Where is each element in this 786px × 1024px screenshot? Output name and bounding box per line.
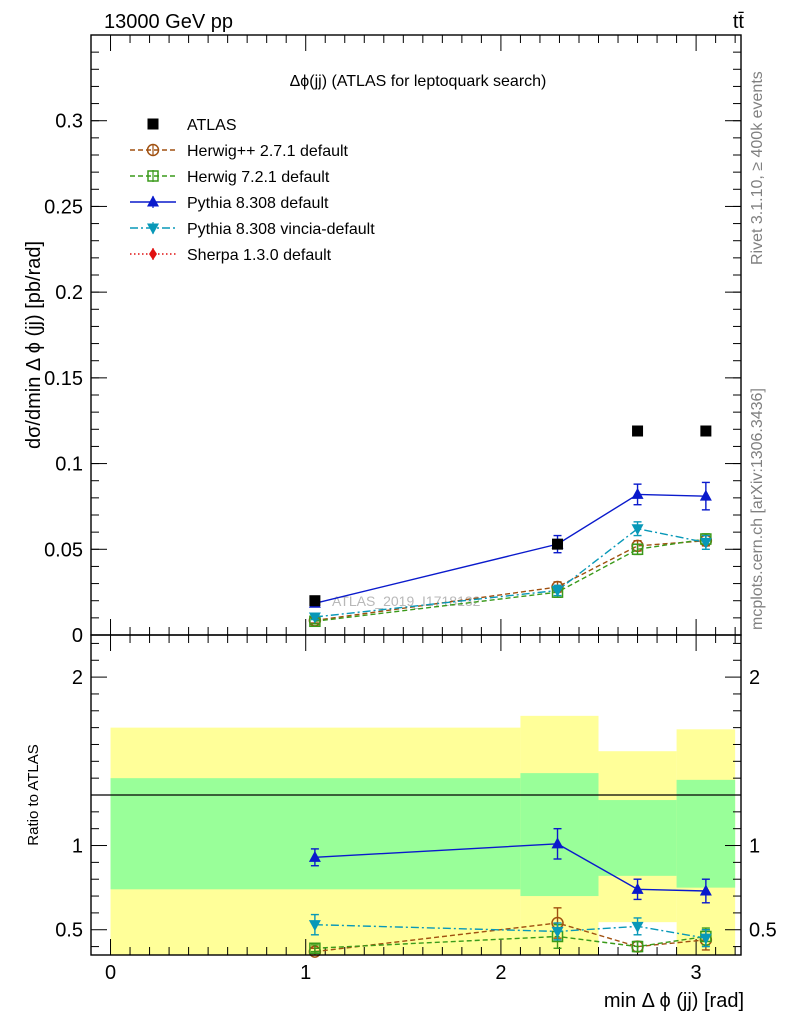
main-ytick-label: 0.15: [44, 368, 83, 390]
main-pythia-8-308-default-point: [631, 487, 644, 499]
xtick-label: 2: [495, 962, 506, 984]
legend-marker: [147, 223, 159, 235]
ratio-plot-frame: [90, 634, 742, 956]
main-atlas-point: [309, 595, 321, 607]
main-pythia-8-308-vincia-default-point: [699, 537, 712, 549]
ratio-herwig-7-2-1-default-point: [309, 942, 321, 955]
legend-label: Herwig 7.2.1 default: [187, 169, 330, 186]
main-pythia-8-308-default-point: [699, 489, 712, 501]
ratio-pythia-8-308-vincia-default-point: [308, 920, 321, 932]
green-band-2: [598, 800, 677, 876]
xtick-label: 3: [691, 962, 702, 984]
ratio-ytick-label-right: 1: [749, 836, 760, 858]
main-atlas-point: [700, 425, 712, 437]
xtick-label: 1: [300, 962, 311, 984]
watermark: ATLAS_2019_I1718132: [332, 593, 481, 609]
green-band-0: [110, 778, 521, 890]
ratio-ytick-label-right: 0.5: [749, 920, 777, 942]
main-pythia-8-308-vincia-default-point: [308, 612, 321, 624]
legend: ATLAS Herwig++ 2.7.1 default Herwig 7.2.1 …: [130, 117, 375, 264]
legend-marker: [147, 170, 159, 182]
ratio-herwig-7-2-1-default-line: [314, 935, 706, 949]
legend-label: Herwig++ 2.7.1 default: [187, 143, 349, 160]
main-herwig-7-2-1-default-point: [631, 543, 644, 556]
main-ytick-label: 0.2: [55, 282, 83, 304]
main-ytick-label: 0.3: [55, 111, 83, 133]
legend-marker: [147, 118, 159, 130]
legend-entry-atlas: ATLAS: [147, 117, 237, 134]
energy-label: 13000 GeV pp: [104, 11, 233, 33]
legend-entry-pythia-8-308-default: Pythia 8.308 default: [130, 195, 329, 212]
ratio-pythia-8-308-vincia-default-point: [631, 921, 644, 933]
legend-entry-herwig-2-7-1-default: Herwig++ 2.7.1 default: [130, 143, 349, 160]
main-ytick-label: 0.1: [55, 454, 83, 476]
legend-label: Sherpa 1.3.0 default: [187, 247, 332, 264]
rivet-label: Rivet 3.1.10, ≥ 400k events: [749, 71, 766, 265]
ratio-pythia-8-308-vincia-default-point: [551, 926, 564, 938]
main-ytick-label: 0.25: [44, 196, 83, 218]
main-herwig-2-7-1-default-line: [314, 540, 706, 622]
main-pythia-8-308-vincia-default-point: [631, 524, 644, 536]
process-label: tt̄: [733, 11, 745, 33]
ratio-pythia-8-308-default-line: [314, 843, 706, 892]
xtick-label: 0: [105, 962, 116, 984]
green-band-3: [676, 779, 736, 888]
legend-entry-herwig-7-2-1-default: Herwig 7.2.1 default: [130, 169, 330, 186]
ratio-ytick-label-right: 2: [749, 667, 760, 689]
legend-entry-pythia-8-308-vincia-default: Pythia 8.308 vincia-default: [130, 221, 375, 238]
ratio-y-axis-label: Ratio to ATLAS: [25, 744, 42, 845]
ratio-herwig-7-2-1-default-point: [631, 940, 644, 953]
ratio-pythia-8-308-default-point: [699, 884, 712, 896]
legend-label: ATLAS: [187, 117, 237, 134]
ratio-ytick-label: 2: [72, 667, 83, 689]
legend-label: Pythia 8.308 vincia-default: [187, 221, 375, 238]
main-atlas-point: [632, 425, 644, 437]
ratio-ytick-label: 1: [72, 836, 83, 858]
legend-marker: [147, 195, 159, 207]
green-band-1: [520, 773, 599, 897]
main-pythia-8-308-vincia-default-point: [551, 585, 564, 597]
main-herwig-7-2-1-default-line: [314, 538, 706, 622]
chart-title: Δϕ(jj) (ATLAS for leptoquark search): [290, 73, 547, 90]
mcplots-label: mcplots.cern.ch [arXiv:1306.3436]: [749, 388, 766, 630]
main-y-axis-label: dσ/dmin Δ ϕ (jj) [pb/rad]: [23, 241, 45, 449]
x-axis-label: min Δ ϕ (jj) [rad]: [604, 990, 744, 1012]
main-ytick-label: 0.05: [44, 539, 83, 561]
main-pythia-8-308-vincia-default-line: [314, 527, 707, 618]
legend-label: Pythia 8.308 default: [187, 195, 329, 212]
ratio-pythia-8-308-default-point: [631, 882, 644, 894]
ratio-ytick-label: 0.5: [55, 920, 83, 942]
uncertainty-bands: [110, 715, 736, 955]
ratio-series-group: [308, 827, 713, 958]
legend-entry-sherpa-1-3-0-default: Sherpa 1.3.0 default: [130, 247, 332, 264]
main-ytick-label: 0: [72, 625, 83, 647]
ratio-pythia-8-308-default-point: [551, 837, 564, 849]
legend-marker: [149, 248, 157, 260]
ratio-pythia-8-308-default-point: [308, 850, 321, 862]
legend-marker: [146, 143, 160, 157]
ratio-pythia-8-308-vincia-default-line: [314, 923, 706, 939]
ratio-herwig-2-7-1-default-line: [314, 922, 706, 953]
main-series-group: [308, 425, 713, 628]
ratio-pythia-8-308-vincia-default-point: [699, 933, 712, 945]
main-atlas-point: [552, 538, 564, 550]
main-pythia-8-308-default-line: [314, 493, 706, 604]
